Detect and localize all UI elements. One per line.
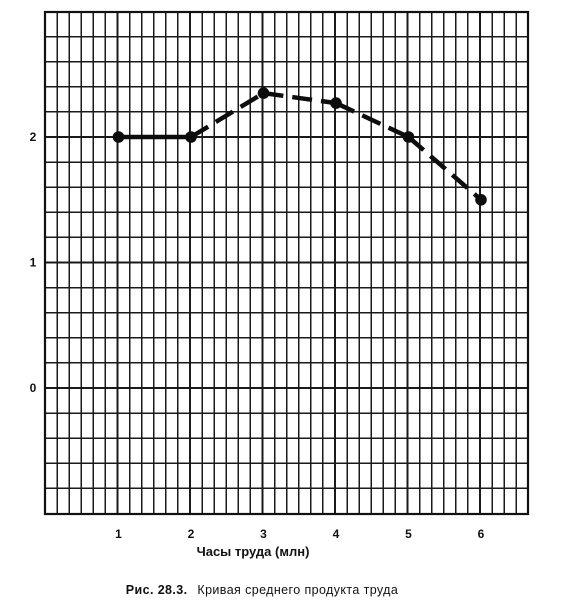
- x-tick-label: 6: [478, 527, 485, 541]
- caption-text: Кривая среднего продукта труда: [197, 583, 398, 597]
- x-axis-label: Часы труда (млн): [197, 544, 310, 559]
- data-point: [257, 87, 270, 99]
- data-point: [112, 131, 125, 143]
- x-tick-label: 4: [333, 527, 340, 541]
- x-tick-label: 2: [188, 527, 195, 541]
- series-segment: [189, 91, 265, 139]
- y-tick-label: 2: [30, 130, 37, 144]
- data-points: [112, 87, 487, 206]
- plot-frame: [43, 10, 530, 516]
- x-tick-label: 1: [115, 527, 122, 541]
- x-tick-label: 5: [405, 527, 412, 541]
- series-line: [118, 90, 483, 202]
- y-tick-label: 1: [30, 256, 37, 270]
- x-tick-labels: 1 2 3 4 5 6: [115, 527, 485, 541]
- grid: [45, 12, 528, 514]
- data-point: [402, 131, 415, 143]
- series-segment: [335, 101, 410, 140]
- series-segment: [407, 135, 483, 202]
- caption-number: Рис. 28.3.: [126, 583, 188, 597]
- data-point: [330, 97, 342, 109]
- series-segment: [263, 90, 337, 106]
- figure-caption: Рис. 28.3. Кривая среднего продукта труд…: [126, 583, 398, 597]
- y-tick-label: 0: [30, 381, 37, 395]
- data-point: [475, 194, 487, 206]
- y-tick-labels: 0 1 2: [30, 130, 37, 395]
- data-point: [185, 131, 197, 143]
- x-tick-label: 3: [260, 527, 267, 541]
